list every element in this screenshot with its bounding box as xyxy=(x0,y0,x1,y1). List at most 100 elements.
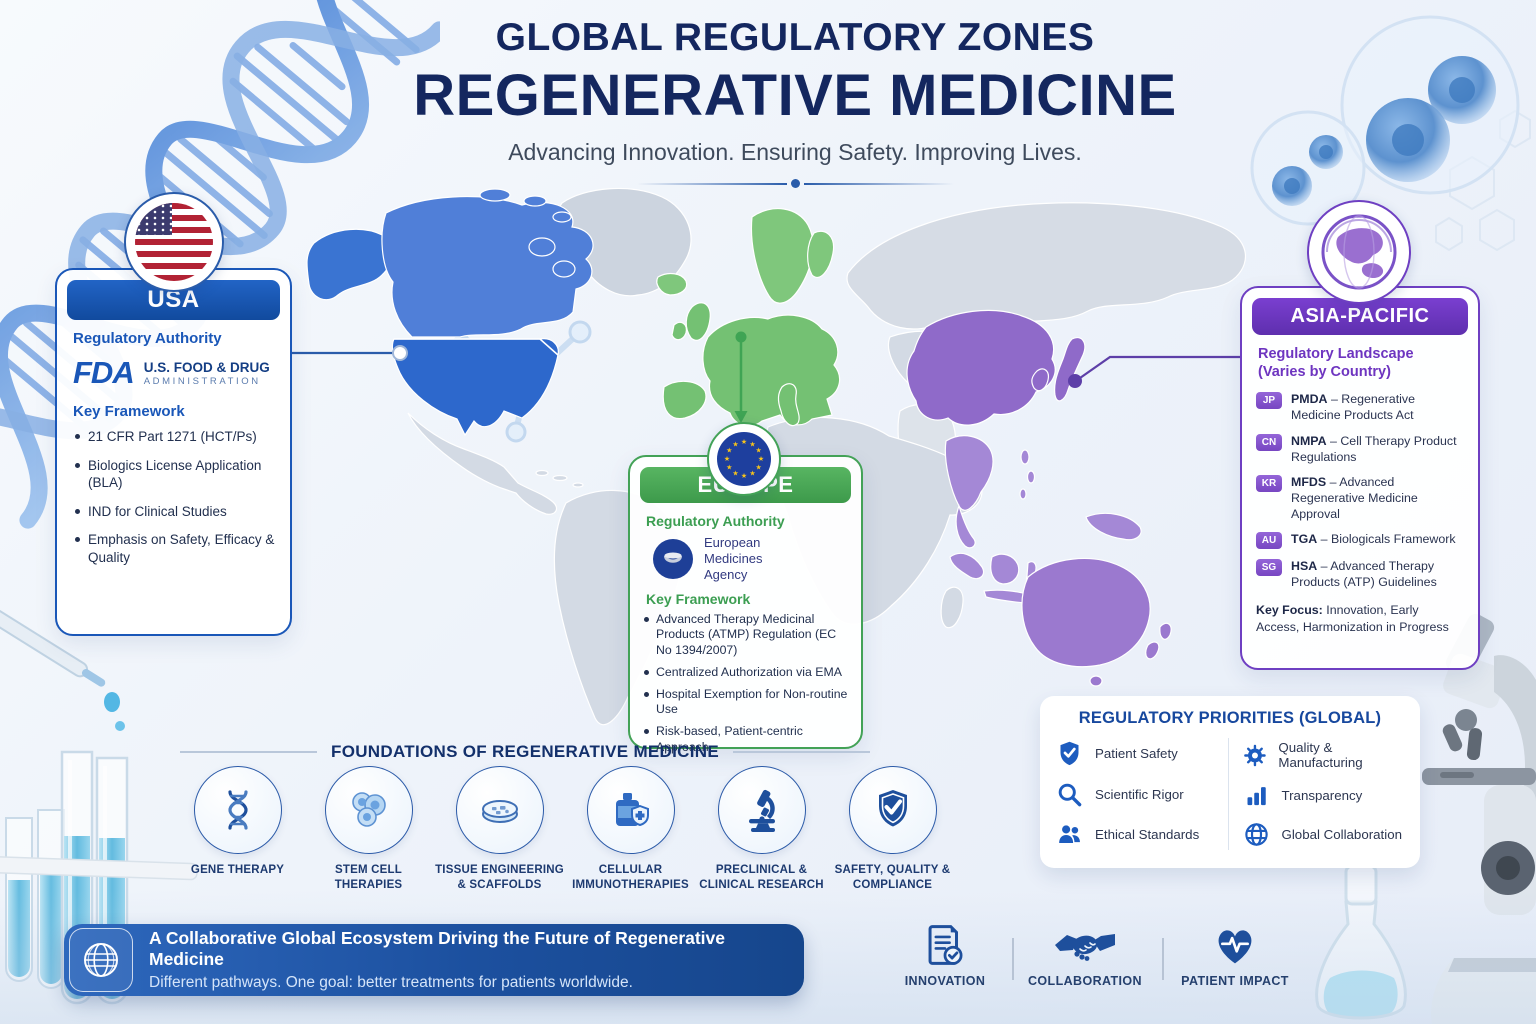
map-region-alaska xyxy=(306,228,393,301)
vial-cross-icon xyxy=(615,793,649,827)
shield-check-icon xyxy=(1060,741,1079,766)
foundation-cellular-immunotherapies: CELLULAR IMMUNOTHERAPIES xyxy=(565,766,696,893)
map-region-new-guinea xyxy=(1085,512,1142,541)
ema-emblem-icon xyxy=(653,538,693,579)
country-badge-cn: CN xyxy=(1256,433,1282,451)
svg-text:★: ★ xyxy=(732,470,738,478)
country-badge-kr: KR xyxy=(1256,474,1282,492)
usa-authority-label: Regulatory Authority xyxy=(73,330,222,347)
footer-patient-impact: PATIENT IMPACT xyxy=(1170,922,1300,988)
shield-check-icon xyxy=(878,790,907,827)
people-icon xyxy=(1059,825,1080,843)
header-kicker: GLOBAL REGULATORY ZONES xyxy=(495,16,1095,59)
europe-bullet: Hospital Exemption for Non-routine Use xyxy=(644,687,851,718)
foundation-tissue-engineering: TISSUE ENGINEERING & SCAFFOLDS xyxy=(434,766,565,893)
svg-text:★: ★ xyxy=(724,455,730,463)
map-region-canada xyxy=(381,195,594,338)
footer-collaboration: COLLABORATION xyxy=(1020,922,1150,988)
asia-pacific-panel: ASIA-PACIFIC Regulatory Landscape (Varie… xyxy=(1240,286,1480,670)
document-check-icon xyxy=(928,925,963,965)
priority-transparency: Transparency xyxy=(1243,782,1405,809)
map-region-scandinavia xyxy=(750,208,814,304)
magnifier-icon xyxy=(1058,783,1082,806)
svg-text:★: ★ xyxy=(758,455,764,463)
svg-text:★: ★ xyxy=(756,447,762,455)
map-region-madagascar xyxy=(940,586,964,629)
map-region-italy xyxy=(777,383,800,427)
heart-pulse-icon xyxy=(1218,930,1252,964)
regulatory-priorities-card: REGULATORY PRIORITIES (GLOBAL) Patient S… xyxy=(1040,696,1420,868)
map-region-ireland xyxy=(671,321,687,341)
svg-text:★: ★ xyxy=(726,447,732,455)
svg-text:★: ★ xyxy=(756,464,762,472)
stem-cells-icon xyxy=(351,792,386,827)
svg-text:★: ★ xyxy=(726,464,732,472)
country-badge-jp: JP xyxy=(1256,392,1282,410)
usa-framework-label: Key Framework xyxy=(73,403,185,420)
fda-name-line2: ADMINISTRATION xyxy=(143,375,261,387)
map-region-new-zealand xyxy=(1145,622,1172,660)
asia-item-sg: SG HSA – Advanced Therapy Products (ATP)… xyxy=(1256,558,1466,590)
map-region-mexico-central-america xyxy=(407,412,558,515)
map-region-russia xyxy=(846,202,1246,333)
europe-bullet: Centralized Authorization via EMA xyxy=(644,665,851,681)
petri-dish-icon xyxy=(481,800,518,823)
map-region-iceland xyxy=(656,272,688,296)
europe-bullet: Advanced Therapy Medicinal Products (ATM… xyxy=(644,612,851,659)
map-region-iberia xyxy=(662,380,707,420)
svg-text:★: ★ xyxy=(749,440,755,448)
europe-authority-label: Regulatory Authority xyxy=(646,513,785,529)
usa-connector xyxy=(290,345,408,361)
globe-icon xyxy=(1244,823,1268,846)
usa-bullet: Biologics License Application (BLA) xyxy=(75,457,278,492)
svg-text:★: ★ xyxy=(749,470,755,478)
usa-bullet: Emphasis on Safety, Efficacy & Quality xyxy=(75,531,278,566)
ema-logo: European Medicines Agency xyxy=(652,535,847,583)
svg-text:★: ★ xyxy=(741,472,747,480)
asia-item-jp: JP PMDA – Regenerative Medicine Products… xyxy=(1256,391,1466,423)
fda-name-line1: U.S. FOOD & DRUG xyxy=(143,359,270,375)
foundation-stem-cells: STEM CELL THERAPIES xyxy=(303,766,434,893)
foundation-preclinical-research: PRECLINICAL & CLINICAL RESEARCH xyxy=(696,766,827,893)
usa-bullet: IND for Clinical Studies xyxy=(75,503,278,521)
eu-flag-icon: ★ ★ ★ ★ ★ ★ ★ ★ ★ ★ ★ ★ xyxy=(707,422,781,496)
footer-divider xyxy=(1162,938,1164,980)
ema-name: European Medicines Agency xyxy=(704,535,763,582)
priority-quality-manufacturing: Quality & Manufacturing xyxy=(1243,740,1405,770)
handshake-icon xyxy=(1055,934,1115,961)
priorities-title: REGULATORY PRIORITIES (GLOBAL) xyxy=(1078,709,1382,727)
banner-title: A Collaborative Global Ecosystem Driving… xyxy=(149,928,726,969)
bar-chart-icon xyxy=(1247,787,1266,806)
asia-landscape-label: Regulatory Landscape (Varies by Country) xyxy=(1258,346,1414,381)
asia-key-focus: Key Focus: Innovation, Early Access, Har… xyxy=(1256,603,1449,634)
map-region-indochina xyxy=(944,435,994,511)
usa-flag-icon xyxy=(124,192,224,292)
europe-panel: EUROPE Regulatory Authority European Med… xyxy=(628,455,863,754)
usa-panel: USA Regulatory Authority FDA U.S. FOOD &… xyxy=(55,268,292,636)
pipette-decoration xyxy=(0,605,125,731)
flask-decoration xyxy=(1315,864,1407,1020)
priority-ethical-standards: Ethical Standards xyxy=(1056,821,1218,848)
asia-connector xyxy=(1068,355,1240,388)
globe-icon xyxy=(69,928,133,992)
bottom-banner: A Collaborative Global Ecosystem Driving… xyxy=(64,924,804,996)
foundations-row: GENE THERAPY STEM CELL THERAPIES xyxy=(172,766,962,893)
gear-icon xyxy=(1243,744,1266,766)
fda-logo: FDA U.S. FOOD & DRUG ADMINISTRATION xyxy=(73,355,276,391)
banner-subtitle: Different pathways. One goal: better tre… xyxy=(149,974,633,991)
country-badge-au: AU xyxy=(1256,532,1282,550)
asia-item-au: AU TGA – Biologicals Framework xyxy=(1256,531,1466,550)
map-region-china xyxy=(906,309,1056,426)
fda-abbr: FDA xyxy=(73,355,135,390)
map-region-uk xyxy=(685,302,711,341)
header-subtitle: Advancing Innovation. Ensuring Safety. I… xyxy=(508,139,1082,165)
foundations-heading: FOUNDATIONS OF REGENERATIVE MEDICINE xyxy=(180,742,870,762)
priority-scientific-rigor: Scientific Rigor xyxy=(1056,781,1218,808)
map-region-europe-mainland xyxy=(702,314,841,427)
map-region-finland xyxy=(807,230,835,278)
foundation-safety-compliance: SAFETY, QUALITY & COMPLIANCE xyxy=(827,766,958,893)
europe-connector xyxy=(734,331,748,423)
svg-text:★: ★ xyxy=(732,440,738,448)
map-region-korea xyxy=(1031,368,1049,392)
cells-decoration xyxy=(1250,15,1520,226)
